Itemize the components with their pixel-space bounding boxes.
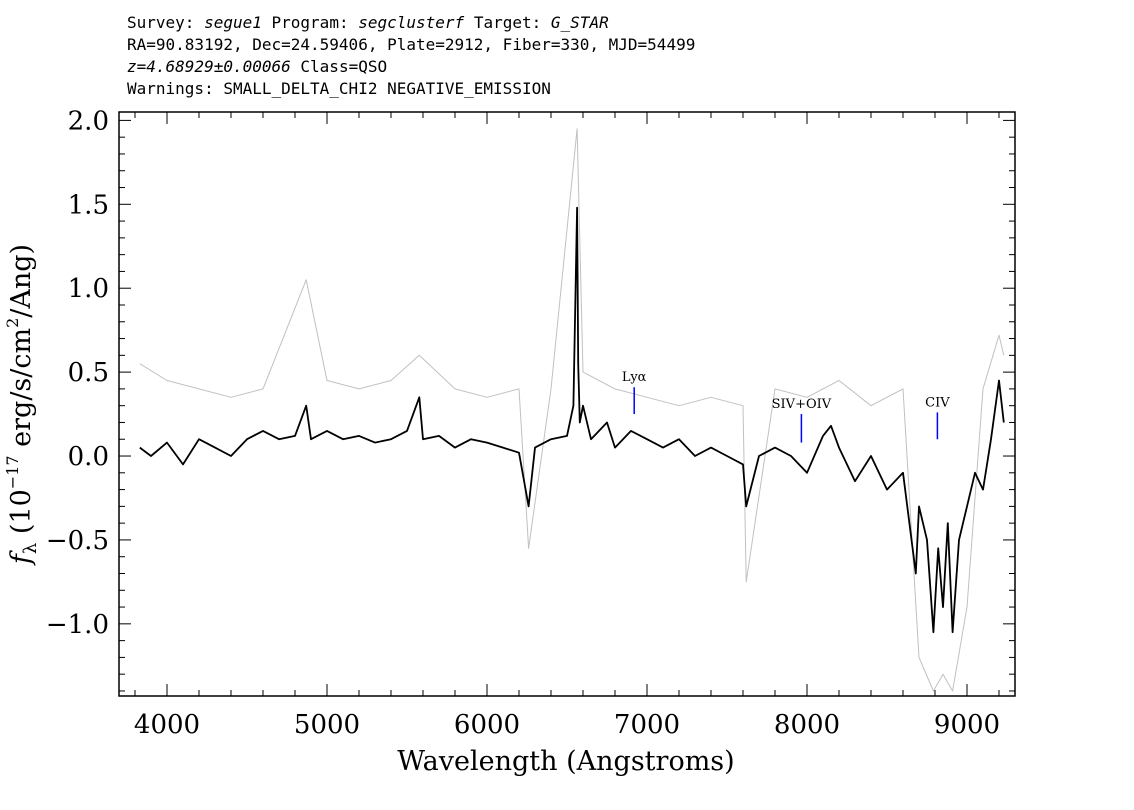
x-axis-label: Wavelength (Angstroms) — [397, 746, 734, 777]
y-axis-label-rest: erg/s/cm — [6, 328, 37, 456]
x-tick-label: 8000 — [774, 710, 840, 740]
plot-annotations-group: Lyα SIV+OIV CIV — [622, 370, 950, 443]
svg-text:fλ (10−17 erg/s/cm2/Ang): fλ (10−17 erg/s/cm2/Ang) — [3, 244, 41, 566]
y-axis-label-f: f — [6, 550, 37, 566]
y-axis-label-sub: λ — [20, 543, 41, 554]
y-tick-label: 2.0 — [68, 106, 109, 136]
y-tick-label: −0.5 — [46, 526, 109, 556]
y-tick-label: 0.5 — [68, 358, 109, 388]
target-label: Target: — [473, 13, 542, 32]
x-tick-label: 7000 — [614, 710, 680, 740]
x-tick-label: 4000 — [134, 710, 200, 740]
survey-label: Survey: — [127, 13, 195, 32]
plot-series-group — [139, 128, 1005, 692]
annotation-label-0: Lyα — [622, 370, 647, 385]
survey-value: segue1 — [204, 13, 262, 32]
y-tick-label: −1.0 — [46, 610, 109, 640]
y-axis: −1.0 −0.5 0.0 0.5 1.0 1.5 2.0 — [46, 106, 1015, 692]
redshift-value: z=4.68929±0.00066 — [127, 57, 291, 76]
x-tick-label: 5000 — [294, 710, 360, 740]
program-value: segclusterf — [358, 13, 465, 32]
program-label: Program: — [271, 13, 349, 32]
x-tick-label: 6000 — [454, 710, 520, 740]
y-axis-label: fλ (10−17 erg/s/cm2/Ang) — [3, 244, 41, 566]
y-tick-label: 0.0 — [68, 442, 109, 472]
series-line-flux — [139, 206, 1005, 634]
y-axis-label-tail: /Ang) — [6, 244, 37, 318]
header-line-4: Warnings: SMALL_DELTA_CHI2 NEGATIVE_EMIS… — [127, 79, 551, 98]
y-axis-label-units: (10 — [6, 489, 37, 542]
annotation-label-2: CIV — [925, 395, 950, 410]
target-value: G_STAR — [550, 13, 609, 32]
y-axis-label-exp: −17 — [3, 455, 22, 489]
series-line-error — [139, 128, 1005, 692]
header-line-2: RA=90.83192, Dec=24.59406, Plate=2912, F… — [127, 35, 696, 54]
x-tick-label: 9000 — [934, 710, 1000, 740]
y-tick-label: 1.0 — [68, 274, 109, 304]
class-value: Class=QSO — [300, 57, 388, 76]
y-tick-label: 1.5 — [68, 190, 109, 220]
header-line-1: Survey: segue1 Program: segclusterf Targ… — [127, 12, 695, 34]
spectrum-header: Survey: segue1 Program: segclusterf Targ… — [127, 12, 695, 100]
x-axis: 4000 5000 6000 7000 8000 9000 — [134, 112, 1000, 740]
annotation-label-1: SIV+OIV — [772, 397, 832, 412]
header-line-3: z=4.68929±0.00066 Class=QSO — [127, 56, 695, 78]
y-axis-label-sq: 2 — [3, 318, 22, 328]
plot-frame — [118, 111, 1016, 697]
